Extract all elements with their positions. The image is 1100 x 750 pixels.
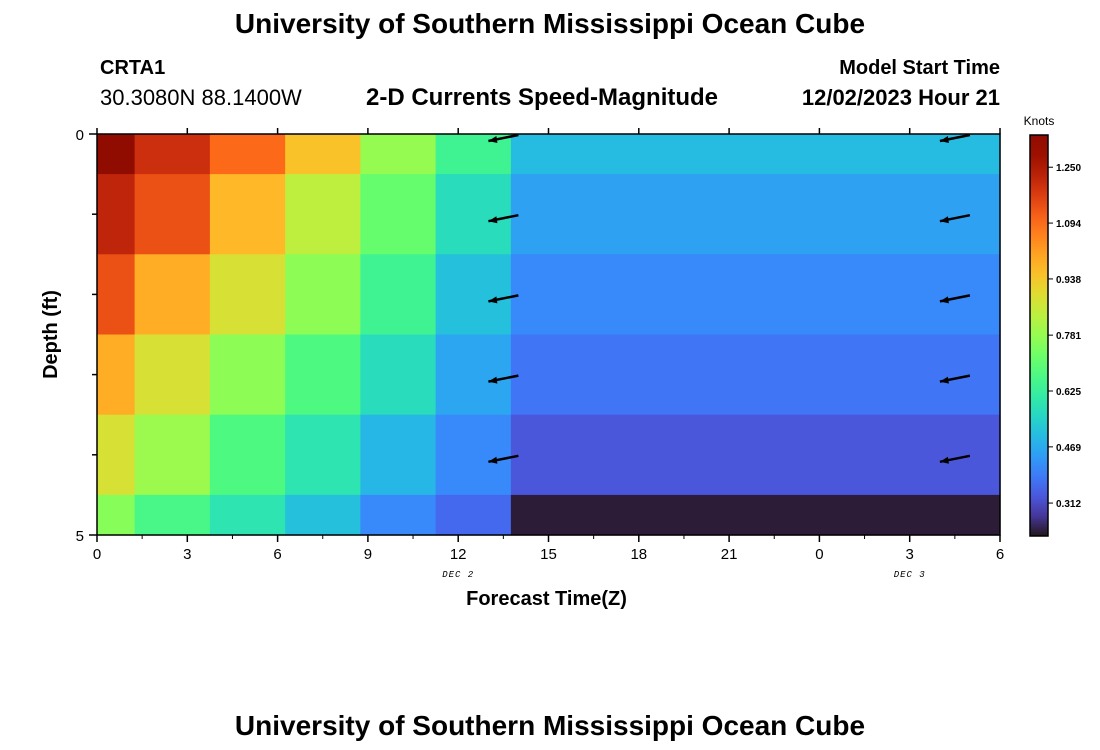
current-arrow (939, 374, 971, 384)
x-tick-label: 9 (364, 546, 372, 563)
heatmap-cell (435, 494, 512, 536)
heatmap-cell (285, 134, 361, 175)
heatmap-cell (97, 414, 136, 496)
heatmap-cell (97, 254, 136, 336)
heatmap-cell (360, 334, 437, 416)
heatmap-cell (285, 414, 361, 496)
heatmap-cell (360, 134, 437, 175)
y-tick-label: 0 (76, 127, 84, 144)
x-tick-label: 6 (273, 546, 281, 563)
heatmap-cell (510, 174, 1001, 255)
heatmap-cell (510, 134, 1001, 175)
current-arrow (488, 374, 519, 384)
current-arrow (488, 213, 519, 224)
heatmap-cell (360, 254, 437, 336)
heatmap-cell (285, 494, 361, 536)
heatmap-cell (435, 334, 512, 416)
heatmap-cell (97, 494, 136, 536)
x-tick-label: 6 (996, 546, 1004, 563)
heatmap-cell (209, 174, 286, 255)
heatmap-cell (97, 174, 136, 255)
heatmap-cell (435, 174, 512, 255)
heatmap-cell (209, 414, 286, 496)
heatmap-cell (285, 174, 361, 255)
x-tick-label: 15 (540, 546, 557, 563)
colorbar-tick-label: 1.094 (1056, 219, 1081, 230)
heatmap-cell (134, 334, 211, 416)
current-arrow (488, 454, 519, 464)
heatmap-cell (209, 134, 286, 175)
heatmap-cell (360, 414, 437, 496)
colorbar-tick-label: 0.938 (1056, 275, 1081, 286)
x-tick-label: 18 (630, 546, 647, 563)
current-arrow (488, 133, 519, 143)
colorbar-tick-label: 0.312 (1056, 499, 1081, 510)
heatmap-cell (134, 254, 211, 336)
colorbar (1029, 134, 1049, 537)
heatmap-cell (435, 414, 512, 496)
heatmap-cell (285, 254, 361, 336)
colorbar-tick-label: 0.469 (1056, 443, 1081, 454)
colorbar-label: Knots (1024, 114, 1055, 128)
heatmap-cell (510, 254, 1001, 336)
colorbar-tick-label: 1.250 (1056, 163, 1081, 174)
x-tick-label: 3 (183, 546, 191, 563)
heatmap-cell (435, 254, 512, 336)
current-arrow (488, 294, 519, 304)
current-arrow (939, 454, 971, 464)
heatmap-cell (134, 174, 211, 255)
y-tick-label: 5 (76, 528, 84, 545)
x-tick-label: 0 (815, 546, 823, 563)
heatmap-cell (510, 334, 1001, 416)
heatmap-cell (435, 134, 512, 175)
station-id: CRTA1 (100, 57, 166, 79)
y-axis-label: Depth (ft) (40, 290, 62, 379)
heatmap-cell (134, 414, 211, 496)
heatmap-cell (134, 494, 211, 536)
heatmap-cell (360, 174, 437, 255)
x-tick-label: 0 (93, 546, 101, 563)
date-label: DEC 3 (894, 570, 926, 580)
x-tick-label: 12 (450, 546, 467, 563)
heatmap-cell (510, 414, 1001, 496)
heatmap-cell (510, 494, 1001, 536)
heatmap-cell (209, 494, 286, 536)
x-axis-label: Forecast Time(Z) (466, 588, 627, 610)
heatmap-cell (360, 494, 437, 536)
date-label: DEC 2 (442, 570, 474, 580)
heatmap-cell (209, 254, 286, 336)
heatmap-cell (97, 134, 136, 175)
page-title: University of Southern Mississippi Ocean… (234, 8, 866, 39)
colorbar-tick-label: 0.781 (1056, 331, 1081, 342)
model-start-label: Model Start Time (839, 57, 1000, 79)
station-coords: 30.3080N 88.1400W (100, 85, 302, 110)
footer-title: University of Southern Mississippi Ocean… (234, 710, 866, 741)
x-tick-label: 3 (906, 546, 914, 563)
colorbar-tick-label: 0.625 (1056, 387, 1081, 398)
heatmap-cell (134, 134, 211, 175)
current-arrow (939, 294, 971, 304)
current-arrow (939, 133, 971, 143)
heatmap-cell (209, 334, 286, 416)
model-start-value: 12/02/2023 Hour 21 (801, 85, 1000, 110)
plot-name: 2-D Currents Speed-Magnitude (366, 84, 719, 111)
heatmap-cell (97, 334, 136, 416)
x-tick-label: 21 (721, 546, 738, 563)
heatmap-cell (285, 334, 361, 416)
current-arrow (939, 213, 971, 224)
